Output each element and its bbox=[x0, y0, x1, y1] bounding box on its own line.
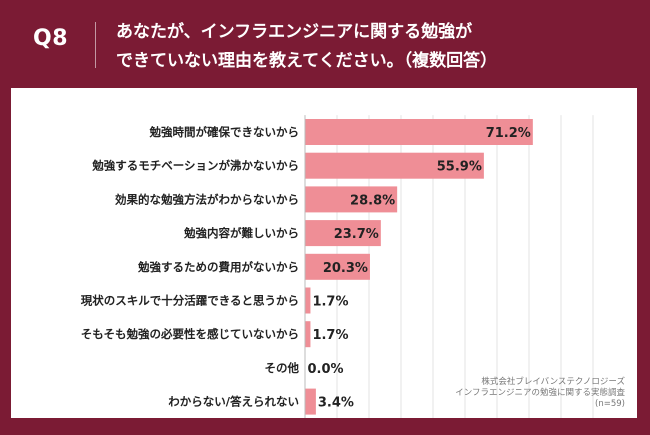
bar bbox=[305, 287, 311, 314]
source-survey: インフラエンジニアの勉強に関する実態調査 bbox=[455, 388, 625, 398]
value-label: 1.7% bbox=[312, 295, 348, 310]
source-company: 株式会社ブレイバンステクノロジーズ bbox=[481, 377, 625, 387]
category-label: 勉強するための費用がないから bbox=[137, 260, 299, 274]
value-label: 1.7% bbox=[312, 328, 348, 343]
bar bbox=[305, 186, 398, 213]
bar bbox=[305, 388, 316, 415]
bar bbox=[305, 253, 370, 280]
value-label: 55.9% bbox=[437, 160, 482, 175]
value-label: 71.2% bbox=[486, 126, 531, 141]
value-label: 28.8% bbox=[350, 193, 395, 208]
source-note: 株式会社ブレイバンステクノロジーズ インフラエンジニアの勉強に関する実態調査 (… bbox=[455, 377, 625, 410]
value-label: 3.4% bbox=[318, 396, 354, 411]
category-label: 現状のスキルで十分活躍できると思うから bbox=[81, 294, 299, 308]
question-title-line-1: あなたが、インフラエンジニアに関する勉強が bbox=[116, 22, 473, 42]
bar-chart: 勉強時間が確保できないから 71.2% 勉強するモチベーションが沸かないから 55.9… bbox=[81, 115, 594, 418]
chart-panel: 勉強時間が確保できないから 71.2% 勉強するモチベーションが沸かないから 55.9… bbox=[11, 88, 637, 418]
question-number: Q8 bbox=[33, 26, 69, 51]
value-label: 0.0% bbox=[308, 362, 344, 377]
value-label: 20.3% bbox=[323, 261, 368, 276]
category-label: その他 bbox=[265, 361, 300, 375]
bar bbox=[305, 321, 311, 348]
value-label: 23.7% bbox=[334, 227, 379, 242]
category-label: わからない/答えられない bbox=[168, 395, 299, 409]
bar bbox=[305, 152, 484, 179]
header: Q8 あなたが、インフラエンジニアに関する勉強が できていない理由を教えてくださ… bbox=[0, 0, 650, 88]
category-label: 勉強時間が確保できないから bbox=[149, 125, 300, 139]
source-sample-size: (n=59) bbox=[595, 399, 625, 409]
bar bbox=[305, 119, 533, 145]
category-label: そもそも勉強の必要性を感じていないから bbox=[81, 327, 299, 341]
header-divider bbox=[95, 22, 96, 68]
bar bbox=[305, 220, 381, 247]
brand-logo: braVance bbox=[12, 402, 93, 422]
category-label: 効果的な勉強方法がわからないから bbox=[115, 192, 299, 206]
question-title-line-2: できていない理由を教えてください。（複数回答） bbox=[116, 51, 498, 71]
category-label: 勉強内容が難しいから bbox=[183, 226, 299, 240]
category-label: 勉強するモチベーションが沸かないから bbox=[91, 159, 299, 173]
